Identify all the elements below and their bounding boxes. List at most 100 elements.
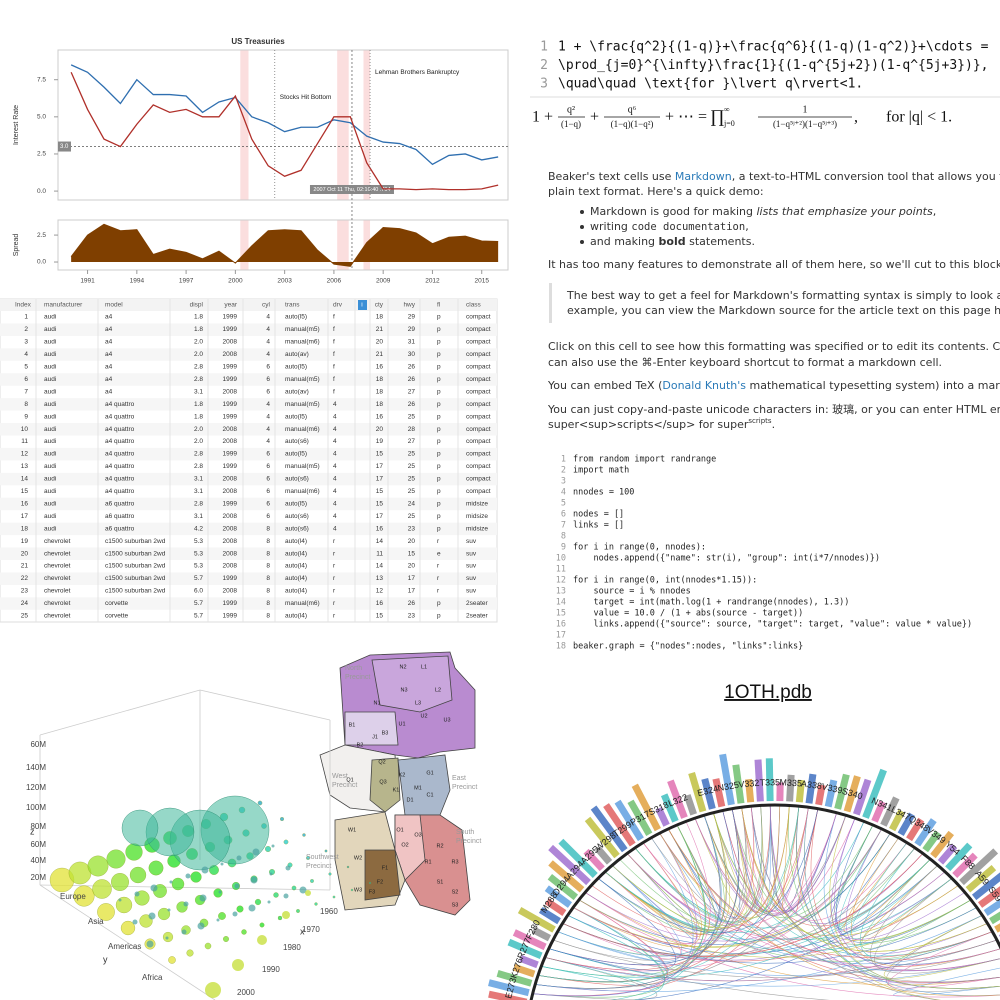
table-cell: 24: [408, 500, 416, 507]
chord: [562, 853, 924, 957]
table-cell: a4: [105, 326, 113, 333]
table-cell: auto(s6): [285, 525, 309, 532]
residue-bar: [548, 860, 585, 893]
table-cell: 1999: [223, 451, 238, 458]
table-cell: 6: [266, 463, 270, 470]
table-cell: 20: [376, 339, 384, 346]
table-cell: manual(m5): [285, 326, 320, 333]
bubble: [201, 866, 209, 874]
precinct-label: Southwest: [306, 854, 339, 861]
table-cell: a4: [105, 339, 113, 346]
residue-bar: [544, 885, 573, 908]
table-cell: 6: [266, 376, 270, 383]
table-cell: r: [333, 538, 336, 545]
column-header: Index: [15, 302, 32, 309]
chord: [604, 842, 701, 938]
table-cell: 6: [24, 376, 28, 383]
table-cell: p: [437, 314, 441, 321]
chord: [537, 806, 800, 982]
bubble: [150, 884, 158, 892]
bubble: [282, 911, 290, 919]
bubble: [121, 809, 159, 847]
line-number: 9: [561, 543, 566, 553]
link[interactable]: Donald Knuth's: [662, 379, 746, 392]
table-cell: auto(l5): [285, 413, 307, 420]
table-cell: 3.1: [194, 388, 203, 395]
table-cell: chevrolet: [44, 575, 71, 582]
table-cell: 2.8: [194, 364, 203, 371]
table-cell: p: [437, 600, 441, 607]
table-cell: manual(m6): [285, 426, 320, 433]
table-cell: p: [437, 500, 441, 507]
table-cell: 1999: [223, 613, 238, 620]
table-cell: 25: [21, 613, 29, 620]
beat-label: Q3: [379, 779, 386, 785]
table-cell: compact: [466, 488, 491, 495]
column-header: cyl: [262, 302, 271, 309]
y-tick-label: 7.5: [37, 76, 46, 83]
bubble: [285, 865, 291, 871]
table-cell: 8: [266, 538, 270, 545]
code-line: from random import randrange: [573, 455, 716, 465]
table-cell: 27: [408, 438, 416, 445]
table-cell: 19: [376, 438, 384, 445]
z-tick-label: 100M: [26, 803, 46, 812]
chord: [552, 939, 998, 978]
table-cell: compact: [466, 326, 491, 333]
table-cell: 4: [24, 351, 28, 358]
table-cell: chevrolet: [44, 563, 71, 570]
axis-edge: [39, 884, 216, 1000]
chord: [703, 815, 874, 918]
code-line: links = []: [573, 521, 624, 531]
beat-label: M1: [414, 785, 422, 791]
table-cell: 1999: [223, 500, 238, 507]
residue-bar: [488, 979, 530, 997]
table-cell: 3: [24, 339, 28, 346]
table-cell: 18: [376, 376, 384, 383]
table-cell: chevrolet: [44, 613, 71, 620]
table-cell: midsize: [466, 525, 488, 532]
residue-bar: [517, 906, 556, 933]
math: ∏: [710, 106, 725, 126]
column-header: i: [361, 302, 362, 309]
table-cell: suv: [466, 575, 477, 582]
paragraph: It has too many features to demonstrate …: [548, 258, 1000, 271]
line-number: 2: [540, 58, 548, 73]
bubble: [241, 929, 247, 935]
table-cell: p: [437, 513, 441, 520]
east-precinct: [397, 754, 451, 816]
x-tick-label: 2009: [376, 278, 391, 285]
table-cell: a4 quattro: [105, 476, 135, 483]
column-header: fl: [437, 302, 441, 309]
x-tick-label: 1994: [130, 278, 145, 285]
bubble: [171, 877, 185, 891]
bubble: [280, 817, 284, 821]
bubble: [302, 833, 306, 837]
residue-bar: [584, 816, 620, 859]
region-label: Americas: [108, 942, 141, 951]
chord: [731, 805, 781, 912]
year-label: 1960: [320, 907, 338, 916]
table-cell: 17: [408, 588, 416, 595]
list-item: writing code documentation,: [590, 220, 749, 233]
line-number: 15: [556, 609, 566, 619]
bubble: [197, 922, 205, 930]
line-number: 11: [556, 565, 566, 575]
row-stripe: [0, 497, 497, 511]
bubble: [265, 846, 271, 852]
row-stripe: [0, 423, 497, 436]
table-cell: 5.3: [194, 538, 203, 545]
table-cell: 17: [21, 513, 29, 520]
table-cell: 8: [266, 588, 270, 595]
line-number: 3: [561, 477, 566, 487]
text: , a text-to-HTML conversion tool that al…: [732, 170, 1000, 183]
table-cell: 21: [376, 326, 384, 333]
chord: [562, 878, 953, 961]
chord: [535, 815, 721, 989]
table-cell: audi: [44, 438, 56, 445]
table-cell: 2.0: [194, 339, 203, 346]
link[interactable]: Markdown: [675, 170, 732, 183]
code-line: nnodes = 100: [573, 488, 634, 498]
x-tick-label: 2000: [228, 278, 243, 285]
residue-bar: [512, 929, 547, 951]
